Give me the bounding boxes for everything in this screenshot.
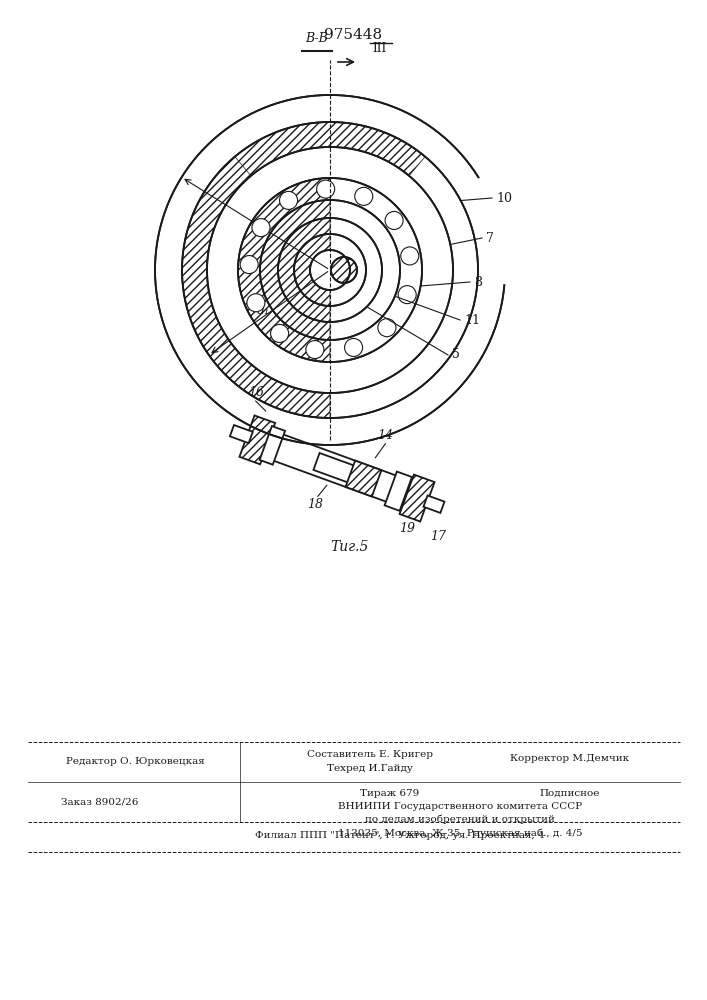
- Text: 14: 14: [378, 429, 393, 442]
- Polygon shape: [294, 234, 330, 306]
- Text: 10: 10: [496, 192, 512, 205]
- Text: d₂: d₂: [282, 198, 295, 212]
- Text: 18: 18: [307, 498, 323, 511]
- Text: 19: 19: [399, 522, 415, 535]
- Circle shape: [247, 294, 265, 312]
- Text: Τиг.5: Τиг.5: [331, 540, 369, 554]
- Polygon shape: [423, 495, 445, 513]
- Circle shape: [378, 319, 396, 337]
- Circle shape: [279, 191, 298, 209]
- Circle shape: [317, 180, 334, 198]
- Text: ВНИИПИ Государственного комитета СССР: ВНИИПИ Государственного комитета СССР: [338, 802, 582, 811]
- Circle shape: [401, 247, 419, 265]
- Polygon shape: [240, 415, 275, 464]
- Text: Заказ 8902/26: Заказ 8902/26: [62, 798, 139, 806]
- Text: 8: 8: [474, 275, 482, 288]
- Circle shape: [306, 341, 324, 359]
- Text: 975448: 975448: [324, 28, 382, 42]
- Polygon shape: [399, 475, 435, 522]
- Text: Τиг. 4: Τиг. 4: [319, 467, 361, 481]
- Text: по делам изобретений и открытий: по делам изобретений и открытий: [365, 815, 555, 824]
- Text: 5: 5: [452, 349, 460, 361]
- Polygon shape: [238, 178, 330, 362]
- Text: III: III: [372, 42, 386, 55]
- Text: Техред И.Гайду: Техред И.Гайду: [327, 764, 413, 773]
- Polygon shape: [259, 426, 285, 465]
- Polygon shape: [278, 218, 330, 322]
- Polygon shape: [313, 453, 357, 484]
- Polygon shape: [346, 461, 382, 496]
- Circle shape: [240, 256, 258, 274]
- Polygon shape: [235, 122, 425, 176]
- Polygon shape: [385, 472, 412, 511]
- Text: Филиал ППП "Патент", г. Ужгород, ул. Проектная, 4: Филиал ППП "Патент", г. Ужгород, ул. Про…: [255, 830, 545, 840]
- Text: Тираж 679: Тираж 679: [361, 789, 420, 798]
- Circle shape: [331, 257, 357, 283]
- Text: B-B: B-B: [305, 32, 328, 45]
- Text: 17: 17: [431, 530, 446, 543]
- Text: 7: 7: [486, 232, 494, 244]
- Circle shape: [344, 338, 363, 357]
- Text: 113035, Москва, Ж-35, Раушская наб., д. 4/5: 113035, Москва, Ж-35, Раушская наб., д. …: [338, 828, 583, 838]
- Polygon shape: [182, 122, 330, 418]
- Polygon shape: [260, 429, 420, 511]
- Text: d₁: d₁: [257, 304, 270, 316]
- Text: Редактор О. Юрковецкая: Редактор О. Юрковецкая: [66, 758, 204, 766]
- Text: Корректор М.Демчик: Корректор М.Демчик: [510, 754, 629, 763]
- Circle shape: [252, 219, 270, 237]
- Circle shape: [271, 324, 288, 342]
- Text: 11: 11: [464, 314, 480, 326]
- Text: Составитель Е. Кригер: Составитель Е. Кригер: [307, 750, 433, 759]
- Circle shape: [355, 187, 373, 205]
- Circle shape: [398, 286, 416, 304]
- Text: 16: 16: [247, 386, 264, 399]
- Text: Подписное: Подписное: [540, 789, 600, 798]
- Polygon shape: [230, 425, 253, 443]
- Circle shape: [385, 211, 403, 229]
